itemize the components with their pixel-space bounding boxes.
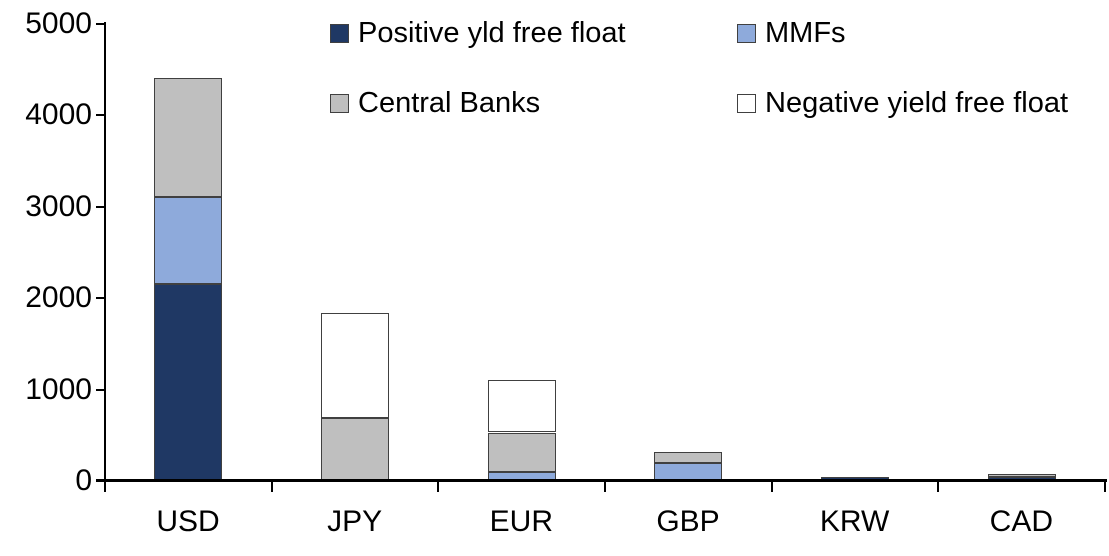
x-axis-label-krw: KRW [819, 505, 890, 538]
y-axis-tick-label: 1000 [25, 372, 92, 406]
y-axis-tick [96, 114, 105, 116]
bar-segment-gbp-central-banks [654, 451, 723, 463]
x-axis-tick [104, 481, 106, 492]
bar-segment-cad-central-banks [987, 474, 1056, 478]
bar-segment-eur-negative-yield-free-float [487, 380, 556, 433]
y-axis-tick-label: 5000 [25, 6, 92, 40]
legend-swatch-negative-yield-free-float-icon [737, 93, 756, 113]
x-axis-label-eur: EUR [489, 505, 553, 538]
legend-item-central-banks: Central Banks [330, 84, 540, 122]
y-axis-tick-label: 2000 [25, 281, 92, 314]
y-axis-tick-label: 3000 [25, 189, 92, 223]
x-axis-label-gbp: GBP [656, 505, 720, 538]
legend-swatch-positive-yld-free-float-icon [330, 23, 349, 43]
legend-label-central-banks: Central Banks [358, 87, 541, 119]
y-axis-line [104, 22, 106, 482]
y-axis-tick-label: 0 [75, 464, 92, 497]
legend-item-negative-yield-free-float: Negative yield free float [737, 84, 1068, 122]
legend-item-positive-yld-free-float: Positive yld free float [330, 14, 626, 52]
y-axis-tick [96, 297, 105, 299]
legend-swatch-mmfs-icon [737, 23, 756, 43]
legend-label-negative-yield-free-float: Negative yield free float [765, 87, 1069, 119]
y-axis-tick [96, 205, 105, 208]
x-axis-tick [604, 481, 606, 492]
legend-label-positive-yld-free-float: Positive yld free float [358, 17, 626, 49]
x-axis-tick [937, 481, 940, 492]
bar-segment-jpy-negative-yield-free-float [321, 312, 389, 418]
legend-label-mmfs: MMFs [765, 17, 846, 49]
bar-segment-usd-central-banks [154, 78, 223, 198]
y-axis-tick-label: 4000 [25, 98, 92, 131]
y-axis-tick [96, 388, 105, 391]
x-axis-tick [270, 481, 273, 492]
legend-swatch-central-banks-icon [330, 93, 349, 113]
bar-segment-usd-mmfs [154, 197, 223, 285]
x-axis-line [96, 479, 1107, 482]
x-axis-tick [1104, 481, 1106, 492]
bar-segment-jpy-central-banks [321, 417, 389, 481]
x-axis-tick [770, 481, 773, 492]
legend-item-mmfs: MMFs [737, 14, 846, 52]
x-axis-label-jpy: JPY [327, 505, 383, 538]
x-axis-label-usd: USD [156, 505, 220, 538]
x-axis-label-cad: CAD [989, 505, 1053, 538]
bar-segment-eur-central-banks [487, 432, 556, 472]
x-axis-tick [437, 481, 440, 492]
bar-segment-usd-positive-yld-free-float [154, 284, 223, 481]
y-axis-tick [96, 22, 105, 25]
